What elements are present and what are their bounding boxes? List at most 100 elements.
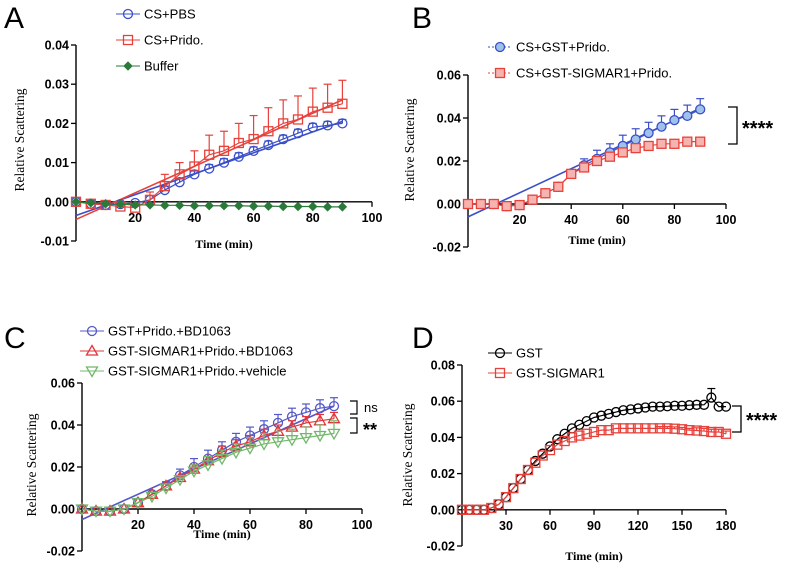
data-point xyxy=(189,201,200,211)
y-tick-label: -0.02 xyxy=(427,540,456,554)
y-tick-label: 0.02 xyxy=(51,461,75,475)
data-point xyxy=(630,134,641,145)
data-point xyxy=(75,502,89,514)
data-point xyxy=(713,401,724,412)
data-point xyxy=(174,169,185,180)
x-tick-label: 30 xyxy=(499,519,513,533)
data-point xyxy=(581,428,592,439)
legend-marker xyxy=(494,347,506,359)
data-point xyxy=(234,201,244,211)
y-tick-label: 0.00 xyxy=(45,195,69,209)
data-point xyxy=(559,428,570,439)
data-point xyxy=(219,201,229,211)
data-point xyxy=(508,482,519,494)
data-point xyxy=(522,464,534,476)
y-tick-label: 0.02 xyxy=(437,155,461,169)
data-point xyxy=(486,502,497,514)
data-point xyxy=(271,437,285,449)
data-point xyxy=(603,425,614,436)
data-point xyxy=(337,118,348,129)
x-tick-label: 100 xyxy=(716,213,737,227)
data-point xyxy=(159,479,173,491)
x-tick-label: 40 xyxy=(564,213,578,227)
data-point xyxy=(248,145,259,156)
series-line xyxy=(468,141,701,207)
x-tick-label: 100 xyxy=(352,518,373,532)
data-point xyxy=(501,200,512,212)
legend-label: Buffer xyxy=(144,59,179,74)
data-point xyxy=(327,428,341,441)
data-point xyxy=(456,504,468,515)
data-point xyxy=(278,118,289,129)
data-point xyxy=(307,122,318,133)
data-point xyxy=(462,198,474,210)
data-point xyxy=(292,128,304,139)
x-tick-label: 90 xyxy=(587,519,601,533)
data-point xyxy=(201,460,215,472)
series-gst-sigmar1 xyxy=(456,423,732,515)
y-tick-label: 0.04 xyxy=(45,39,69,53)
data-point xyxy=(103,506,117,518)
legend-label: CS+Prido. xyxy=(144,33,204,48)
x-axis-label: Time (min) xyxy=(195,237,252,251)
data-point xyxy=(676,400,688,411)
data-point xyxy=(100,199,111,209)
panel-letter-a: A xyxy=(4,2,24,35)
series-cs-gst-prido- xyxy=(462,98,706,212)
data-point xyxy=(669,115,680,126)
data-point xyxy=(278,201,288,212)
data-point xyxy=(669,400,680,411)
data-point xyxy=(684,400,695,411)
x-tick-label: 20 xyxy=(513,213,527,227)
panel-a-chart: -0.01 0.00 0.01 0.02 0.03 0.04 20 40 60 80 100 Time… xyxy=(12,7,382,252)
y-tick-label: -0.02 xyxy=(47,545,76,559)
data-point xyxy=(603,408,614,420)
y-axis-label: Relative Scattering xyxy=(24,413,39,516)
data-point xyxy=(552,439,563,450)
data-point xyxy=(478,504,490,515)
data-point xyxy=(682,110,693,121)
x-tick-label: 180 xyxy=(716,519,737,533)
data-point xyxy=(610,423,622,434)
data-point xyxy=(566,168,577,180)
data-point xyxy=(647,401,658,412)
data-point xyxy=(544,444,556,456)
data-point xyxy=(713,426,724,438)
x-tick-label: 60 xyxy=(243,518,257,532)
legend-label: GST-SIGMAR1+Prido.+BD1063 xyxy=(108,344,293,359)
series-line xyxy=(81,432,335,512)
data-point xyxy=(630,142,641,154)
data-point xyxy=(604,151,616,162)
data-point xyxy=(669,423,680,434)
data-point xyxy=(500,491,512,503)
data-point xyxy=(643,140,654,152)
data-point xyxy=(647,423,658,434)
y-tick-label: 0.00 xyxy=(431,503,455,517)
data-point xyxy=(115,199,126,209)
data-point xyxy=(173,470,187,483)
data-point xyxy=(117,504,131,516)
legend-marker xyxy=(123,61,133,71)
data-point xyxy=(640,423,651,434)
data-point xyxy=(322,102,333,113)
data-point xyxy=(682,136,693,147)
data-point xyxy=(314,403,326,414)
x-axis-label: Time (min) xyxy=(568,233,625,247)
data-point xyxy=(131,498,145,510)
x-tick-label: 150 xyxy=(672,519,693,533)
data-point xyxy=(189,169,200,180)
data-point xyxy=(322,120,333,131)
data-point xyxy=(130,200,140,210)
data-point xyxy=(86,198,96,208)
x-tick-label: 40 xyxy=(187,211,201,225)
data-point xyxy=(559,435,570,447)
y-tick-label: 0.04 xyxy=(431,431,455,445)
data-point xyxy=(174,200,185,211)
data-point xyxy=(187,462,201,474)
data-point xyxy=(566,432,578,443)
x-tick-label: 120 xyxy=(628,519,649,533)
legend-label: GST xyxy=(516,346,543,361)
data-point xyxy=(248,201,259,211)
data-point xyxy=(669,138,680,149)
